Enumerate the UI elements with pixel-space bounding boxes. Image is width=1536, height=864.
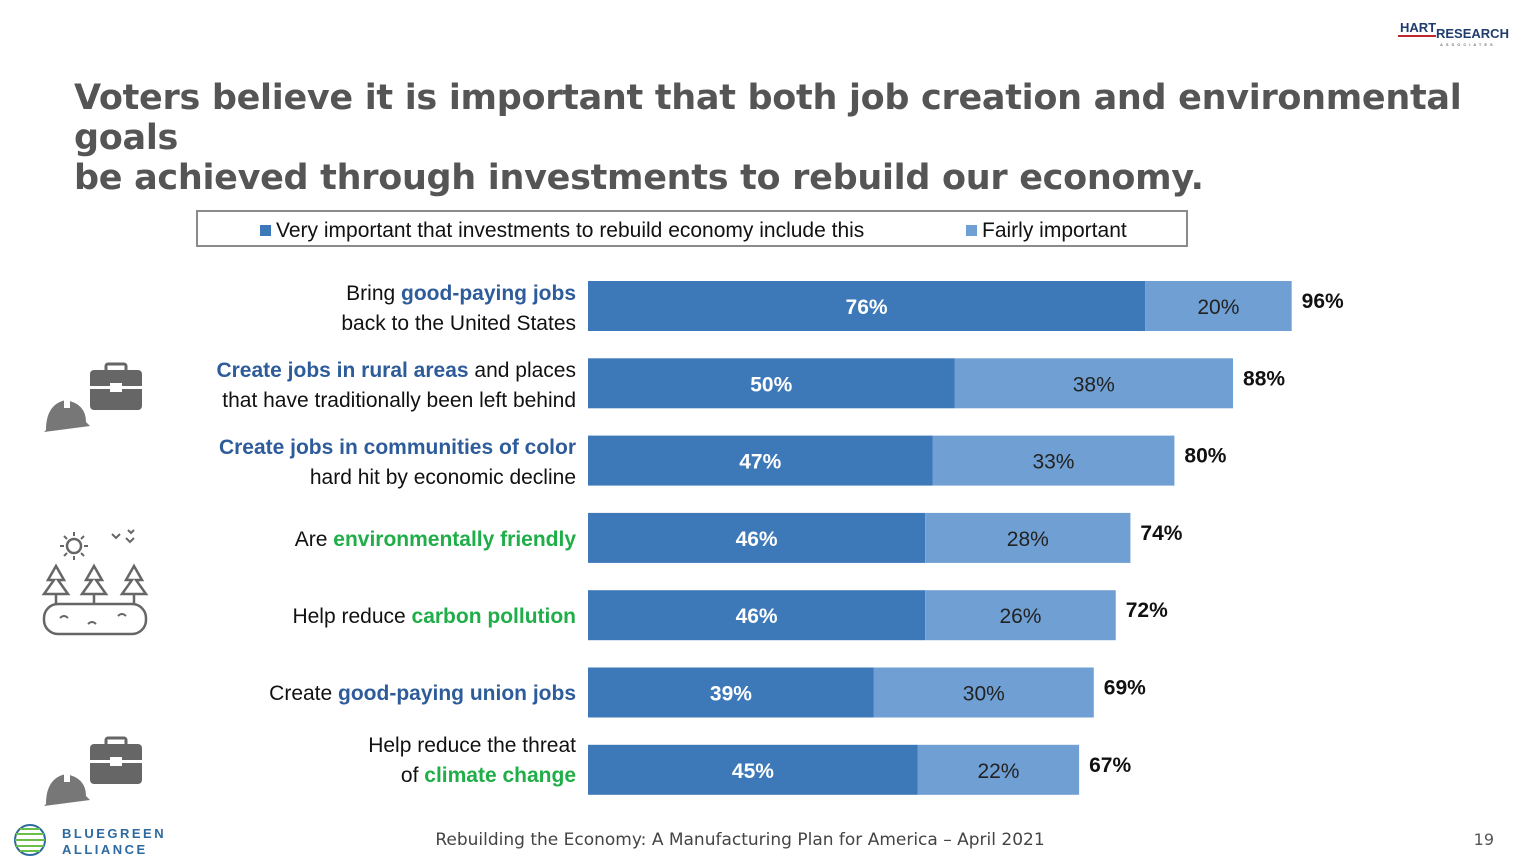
bar-very-important-3 <box>588 435 933 486</box>
total-label-7: 67% <box>1089 754 1131 777</box>
worker-briefcase-icon <box>44 362 142 432</box>
bluegreen-alliance-logo: BLUEGREEN ALLIANCE <box>12 822 182 858</box>
legend-swatch-fairly <box>966 225 977 236</box>
title-line-1: Voters believe it is important that both… <box>74 78 1462 158</box>
data-label-very-6: 39% <box>710 683 752 706</box>
chart-legend: Very important that investments to rebui… <box>196 210 1188 247</box>
data-label-very-5: 46% <box>736 605 778 628</box>
bar-very-important-4 <box>588 512 926 563</box>
bar-fairly-important-6 <box>873 667 1094 718</box>
bar-very-important-7 <box>588 744 918 795</box>
total-label-1: 96% <box>1302 290 1344 313</box>
category-label-6: Create good-paying union jobs <box>269 682 576 705</box>
brand-sub: ASSOCIATES <box>1440 42 1496 47</box>
data-label-fairly-4: 28% <box>1007 528 1049 551</box>
brand-part2: RESEARCH <box>1436 26 1509 41</box>
footer-text: Rebuilding the Economy: A Manufacturing … <box>435 830 1045 850</box>
bar-fairly-important-7 <box>917 744 1080 795</box>
data-label-fairly-6: 30% <box>963 683 1005 706</box>
data-label-fairly-3: 33% <box>1032 451 1074 474</box>
data-label-very-1: 76% <box>846 296 888 319</box>
bar-very-important-6 <box>588 667 874 718</box>
category-label-2: Create jobs in rural areas and places th… <box>216 359 576 412</box>
category-label-7: Help reduce the threat of climate change <box>368 734 576 787</box>
bar-fairly-important-5 <box>925 590 1116 641</box>
hart-research-logo: HART RESEARCH ASSOCIATES <box>1398 18 1512 48</box>
bar-fairly-important-2 <box>954 358 1234 409</box>
data-label-fairly-5: 26% <box>999 605 1041 628</box>
bar-very-important-5 <box>588 590 926 641</box>
data-label-fairly-2: 38% <box>1073 373 1115 396</box>
data-label-very-2: 50% <box>750 373 792 396</box>
data-label-fairly-1: 20% <box>1197 296 1239 319</box>
bar-fairly-important-4 <box>925 512 1131 563</box>
legend-item-fairly: Fairly important <box>966 219 1127 243</box>
environment-trees-icon <box>41 529 149 636</box>
brand-part1: HART <box>1400 20 1437 35</box>
total-label-2: 88% <box>1243 367 1285 390</box>
category-label-1: Bring good-paying jobs back to the Unite… <box>341 282 576 335</box>
category-label-5: Help reduce carbon pollution <box>292 605 576 628</box>
legend-label-fairly: Fairly important <box>982 219 1127 242</box>
data-label-fairly-7: 22% <box>977 760 1019 783</box>
legend-item-very: Very important that investments to rebui… <box>260 219 864 243</box>
title-line-2: be achieved through investments to rebui… <box>74 158 1204 198</box>
bar-very-important-2 <box>588 358 955 409</box>
legend-swatch-very <box>260 225 271 236</box>
total-label-5: 72% <box>1126 599 1168 622</box>
bar-fairly-important-3 <box>932 435 1175 486</box>
globe-icon <box>14 824 46 856</box>
total-label-6: 69% <box>1104 677 1146 700</box>
data-label-very-3: 47% <box>739 451 781 474</box>
legend-label-very: Very important that investments to rebui… <box>276 219 865 242</box>
bar-very-important-1 <box>588 281 1146 331</box>
category-label-3: Create jobs in communities of color hard… <box>218 436 576 489</box>
category-label-4: Are environmentally friendly <box>294 528 576 551</box>
data-label-very-7: 45% <box>732 760 774 783</box>
bar-fairly-important-1 <box>1145 281 1292 331</box>
data-label-very-4: 46% <box>736 528 778 551</box>
slide-title: Voters believe it is important that both… <box>74 78 1474 198</box>
total-label-3: 80% <box>1184 445 1226 468</box>
page-number: 19 <box>1473 830 1494 849</box>
total-label-4: 74% <box>1140 522 1182 545</box>
logo-line2: ALLIANCE <box>62 842 148 857</box>
brand-rule <box>1398 35 1436 37</box>
logo-line1: BLUEGREEN <box>62 826 167 841</box>
worker-briefcase-icon-2 <box>44 736 142 806</box>
